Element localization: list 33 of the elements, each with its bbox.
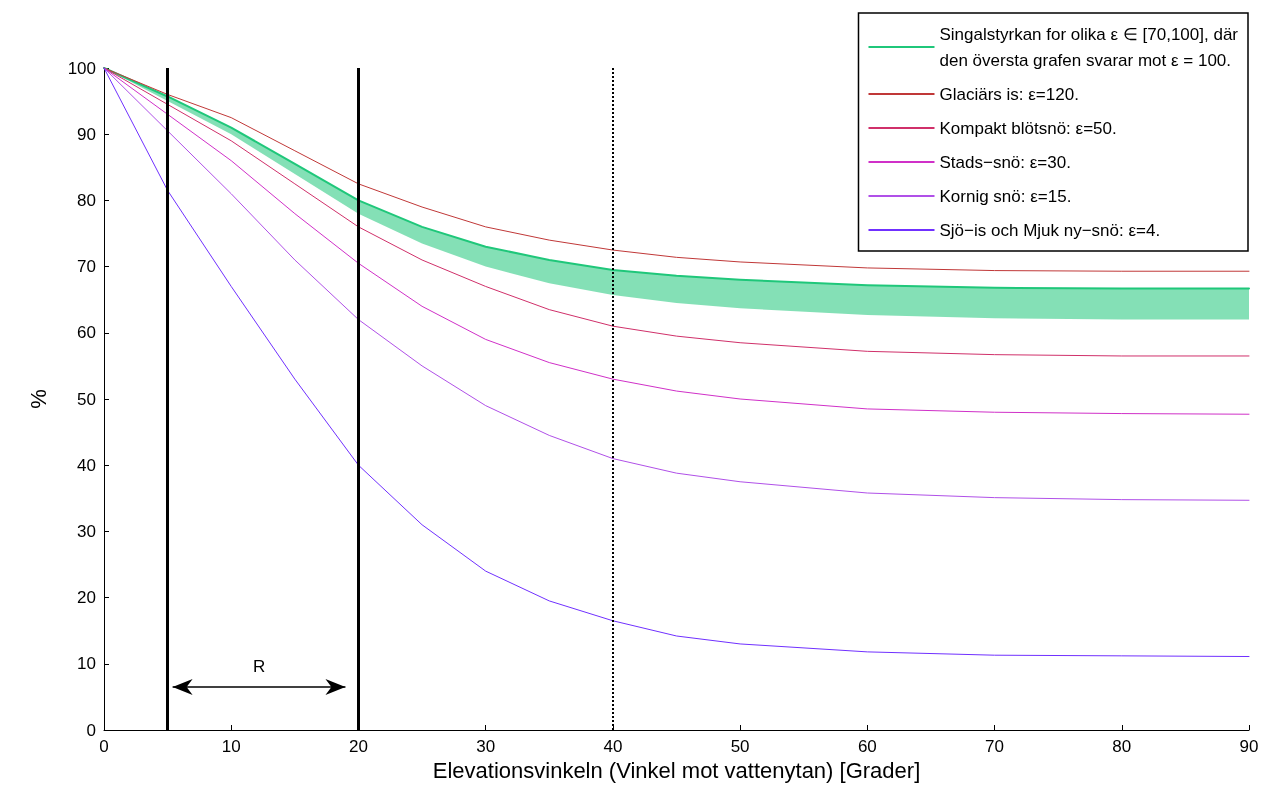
- y-tick-label: 60: [77, 323, 96, 343]
- x-tick-label: 30: [476, 737, 496, 756]
- y-tick-label: 80: [77, 190, 96, 210]
- y-tick-label: 100: [67, 58, 96, 78]
- x-tick-label: 40: [603, 737, 623, 756]
- y-tick-label: 30: [77, 521, 96, 541]
- x-axis-title: Elevationsvinkeln (Vinkel mot vattenytan) [Grader]: [432, 758, 921, 784]
- line-series: [103, 67, 1250, 658]
- legend-label: Kornig snö: ε=15.: [939, 186, 1072, 206]
- line-series: [103, 67, 1250, 501]
- x-tick-label: 10: [221, 737, 241, 756]
- x-tick-label: 50: [730, 737, 750, 756]
- y-tick-label: 0: [86, 720, 96, 740]
- x-tick-label: 70: [985, 737, 1005, 756]
- y-tick-label: 40: [77, 455, 96, 475]
- line-series: [103, 67, 1250, 415]
- y-axis-title: %: [25, 389, 51, 409]
- x-tick-label: 90: [1239, 737, 1259, 756]
- y-tick-label: 50: [77, 389, 96, 409]
- legend-label: Stads−snö: ε=30.: [939, 152, 1071, 172]
- legend-label: Glaciärs is: ε=120.: [939, 84, 1079, 104]
- x-tick-label: 0: [99, 737, 109, 756]
- annotation: R: [252, 657, 266, 676]
- legend-label: Sjö−is och Mjuk ny−snö: ε=4.: [939, 220, 1161, 240]
- y-tick-label: 70: [77, 257, 96, 277]
- y-tick-label: 10: [77, 654, 96, 674]
- x-tick-label: 20: [348, 737, 368, 756]
- legend-label: Singalstyrkan for olika ε ∈ [70,100], där den översta grafen svarar mot ε = 100.: [939, 24, 1239, 70]
- legend-label: Kompakt blötsnö: ε=50.: [939, 118, 1117, 138]
- x-tick-label: 80: [1112, 737, 1132, 756]
- y-tick-label: 90: [77, 124, 96, 144]
- y-tick-label: 20: [77, 588, 96, 608]
- x-tick-label: 60: [857, 737, 877, 756]
